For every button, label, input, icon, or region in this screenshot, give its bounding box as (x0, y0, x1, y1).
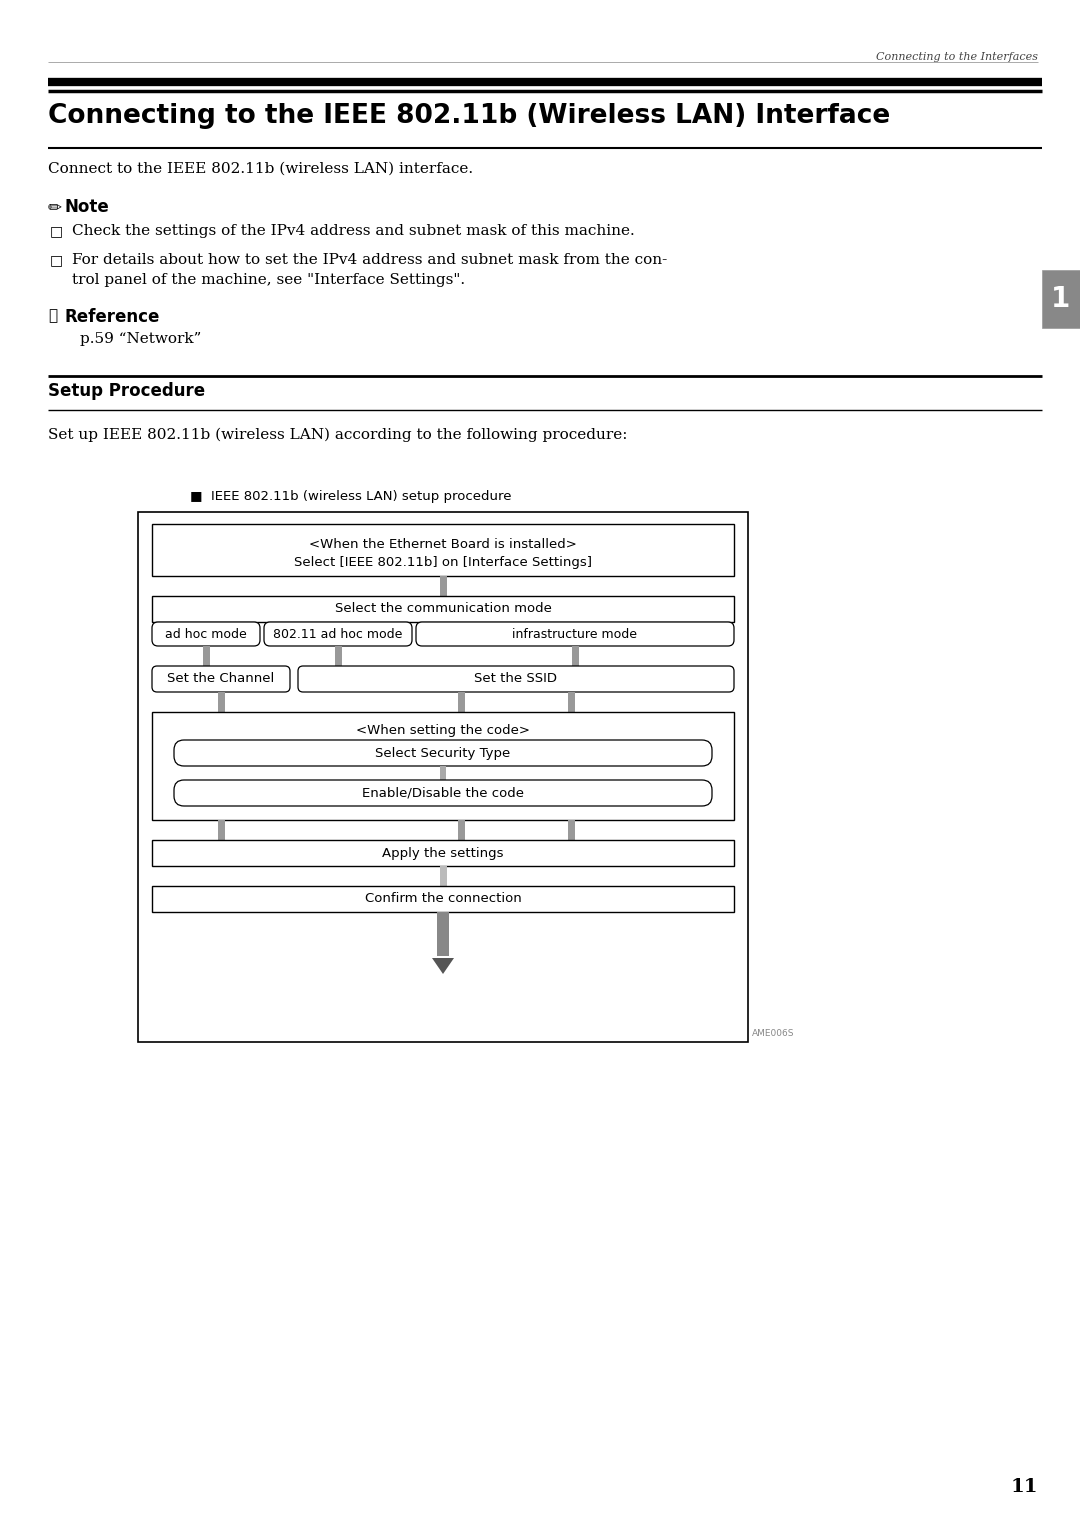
Text: Setup Procedure: Setup Procedure (48, 382, 205, 400)
Bar (217, 691, 225, 713)
Text: Select [IEEE 802.11b] on [Interface Settings]: Select [IEEE 802.11b] on [Interface Sett… (294, 555, 592, 569)
FancyBboxPatch shape (174, 780, 712, 806)
Bar (437, 913, 449, 955)
Text: Connecting to the IEEE 802.11b (Wireless LAN) Interface: Connecting to the IEEE 802.11b (Wireless… (48, 102, 890, 130)
Text: □: □ (50, 224, 63, 238)
Bar (458, 691, 464, 713)
Text: ✏: ✏ (48, 198, 62, 217)
Text: <When setting the code>: <When setting the code> (356, 723, 530, 737)
Text: p.59 “Network”: p.59 “Network” (80, 333, 201, 346)
Text: Enable/Disable the code: Enable/Disable the code (362, 786, 524, 800)
Bar (440, 575, 446, 597)
Bar (1042, 270, 1080, 328)
Bar (335, 645, 341, 665)
Text: 802.11 ad hoc mode: 802.11 ad hoc mode (273, 627, 403, 641)
Bar (152, 597, 734, 623)
Bar (440, 865, 446, 887)
Text: Apply the settings: Apply the settings (382, 847, 503, 859)
Bar (152, 713, 734, 819)
Text: ad hoc mode: ad hoc mode (165, 627, 247, 641)
Polygon shape (432, 958, 454, 974)
Text: Note: Note (64, 198, 109, 217)
FancyBboxPatch shape (174, 740, 712, 766)
Text: Connect to the IEEE 802.11b (wireless LAN) interface.: Connect to the IEEE 802.11b (wireless LA… (48, 162, 473, 175)
Text: Select Security Type: Select Security Type (376, 746, 511, 760)
Text: 1: 1 (1051, 285, 1070, 313)
FancyBboxPatch shape (264, 623, 411, 645)
FancyBboxPatch shape (416, 623, 734, 645)
FancyBboxPatch shape (152, 665, 291, 691)
Text: Set the SSID: Set the SSID (474, 673, 557, 685)
Text: Confirm the connection: Confirm the connection (365, 893, 522, 905)
FancyBboxPatch shape (298, 665, 734, 691)
Bar (440, 766, 446, 780)
Text: Set the Channel: Set the Channel (167, 673, 274, 685)
FancyBboxPatch shape (152, 623, 260, 645)
Bar (567, 691, 575, 713)
Text: □: □ (50, 253, 63, 267)
Text: For details about how to set the IPv4 address and subnet mask from the con-: For details about how to set the IPv4 ad… (72, 253, 667, 267)
Text: Select the communication mode: Select the communication mode (335, 603, 552, 615)
Text: Connecting to the Interfaces: Connecting to the Interfaces (876, 52, 1038, 63)
Text: AME006S: AME006S (752, 1029, 795, 1038)
Bar (567, 819, 575, 839)
Bar (203, 645, 210, 665)
Text: Set up IEEE 802.11b (wireless LAN) according to the following procedure:: Set up IEEE 802.11b (wireless LAN) accor… (48, 427, 627, 443)
Text: <When the Ethernet Board is installed>: <When the Ethernet Board is installed> (309, 539, 577, 551)
Bar (217, 819, 225, 839)
Text: trol panel of the machine, see "Interface Settings".: trol panel of the machine, see "Interfac… (72, 273, 465, 287)
Bar (138, 513, 748, 1042)
Text: 11: 11 (1011, 1479, 1038, 1495)
Text: infrastructure mode: infrastructure mode (513, 627, 637, 641)
Bar (152, 887, 734, 913)
Text: Check the settings of the IPv4 address and subnet mask of this machine.: Check the settings of the IPv4 address a… (72, 224, 635, 238)
Bar (458, 819, 464, 839)
Bar (152, 839, 734, 865)
Text: Reference: Reference (64, 308, 160, 327)
Bar (152, 523, 734, 575)
Text: ■  IEEE 802.11b (wireless LAN) setup procedure: ■ IEEE 802.11b (wireless LAN) setup proc… (190, 490, 512, 504)
Bar (571, 645, 579, 665)
Text: 🔑: 🔑 (48, 308, 57, 324)
